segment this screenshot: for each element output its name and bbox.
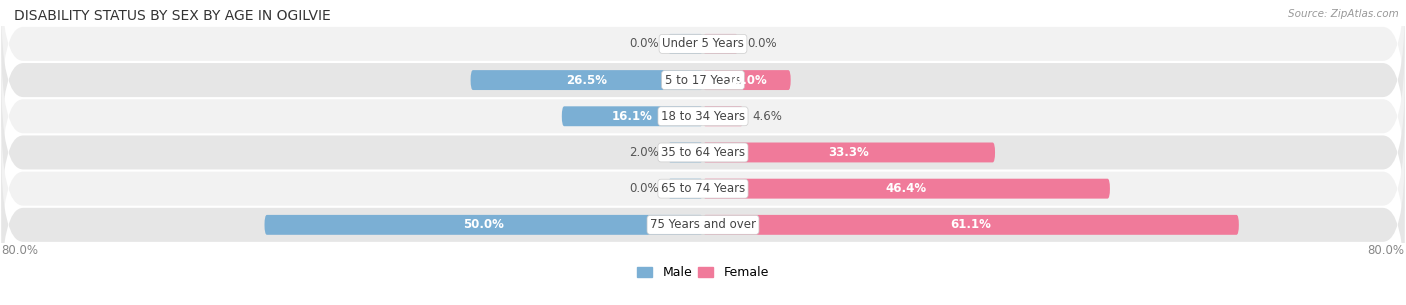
Text: DISABILITY STATUS BY SEX BY AGE IN OGILVIE: DISABILITY STATUS BY SEX BY AGE IN OGILV… (14, 9, 330, 23)
FancyBboxPatch shape (703, 179, 1109, 199)
Text: 50.0%: 50.0% (464, 218, 505, 231)
FancyBboxPatch shape (264, 215, 703, 235)
Text: 4.6%: 4.6% (752, 110, 782, 123)
Text: 75 Years and over: 75 Years and over (650, 218, 756, 231)
FancyBboxPatch shape (668, 142, 703, 163)
FancyBboxPatch shape (1, 79, 1405, 226)
Text: 18 to 34 Years: 18 to 34 Years (661, 110, 745, 123)
FancyBboxPatch shape (471, 70, 703, 90)
FancyBboxPatch shape (1, 7, 1405, 153)
Text: 35 to 64 Years: 35 to 64 Years (661, 146, 745, 159)
FancyBboxPatch shape (703, 215, 1239, 235)
FancyBboxPatch shape (1, 43, 1405, 190)
Text: 65 to 74 Years: 65 to 74 Years (661, 182, 745, 195)
FancyBboxPatch shape (1, 115, 1405, 262)
Legend: Male, Female: Male, Female (633, 261, 773, 285)
Text: 46.4%: 46.4% (886, 182, 927, 195)
Text: 0.0%: 0.0% (630, 182, 659, 195)
FancyBboxPatch shape (562, 106, 703, 126)
Text: 10.0%: 10.0% (727, 74, 768, 87)
FancyBboxPatch shape (1, 151, 1405, 298)
Text: 80.0%: 80.0% (1, 244, 38, 257)
Text: 0.0%: 0.0% (747, 38, 776, 50)
Text: 33.3%: 33.3% (828, 146, 869, 159)
Text: 80.0%: 80.0% (1368, 244, 1405, 257)
Text: 2.0%: 2.0% (630, 146, 659, 159)
Text: 16.1%: 16.1% (612, 110, 652, 123)
Text: 5 to 17 Years: 5 to 17 Years (665, 74, 741, 87)
FancyBboxPatch shape (668, 179, 703, 199)
Text: 26.5%: 26.5% (567, 74, 607, 87)
FancyBboxPatch shape (703, 106, 744, 126)
FancyBboxPatch shape (703, 70, 790, 90)
Text: 0.0%: 0.0% (630, 38, 659, 50)
FancyBboxPatch shape (703, 142, 995, 163)
Text: Under 5 Years: Under 5 Years (662, 38, 744, 50)
Text: Source: ZipAtlas.com: Source: ZipAtlas.com (1288, 9, 1399, 19)
Text: 61.1%: 61.1% (950, 218, 991, 231)
FancyBboxPatch shape (703, 34, 738, 54)
FancyBboxPatch shape (668, 34, 703, 54)
FancyBboxPatch shape (1, 0, 1405, 117)
